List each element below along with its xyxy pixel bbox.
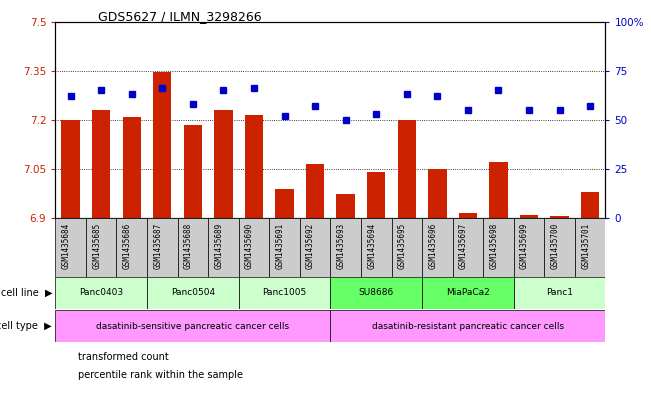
Text: GSM1435689: GSM1435689 xyxy=(214,223,223,269)
Text: dasatinib-resistant pancreatic cancer cells: dasatinib-resistant pancreatic cancer ce… xyxy=(372,322,564,331)
Bar xyxy=(330,218,361,277)
Text: GSM1435690: GSM1435690 xyxy=(245,223,254,269)
Text: GSM1435687: GSM1435687 xyxy=(153,223,162,269)
Text: GSM1435693: GSM1435693 xyxy=(337,223,346,269)
Text: GSM1435684: GSM1435684 xyxy=(62,223,70,269)
Bar xyxy=(55,277,147,309)
Bar xyxy=(122,117,141,218)
Text: GSM1435688: GSM1435688 xyxy=(184,223,193,269)
Text: GSM1435692: GSM1435692 xyxy=(306,223,315,269)
Text: GDS5627 / ILMN_3298266: GDS5627 / ILMN_3298266 xyxy=(98,10,261,23)
Bar xyxy=(575,218,605,277)
Bar xyxy=(178,218,208,277)
Bar xyxy=(117,218,147,277)
Text: cell line  ▶: cell line ▶ xyxy=(1,288,52,298)
Bar xyxy=(452,218,483,277)
Text: MiaPaCa2: MiaPaCa2 xyxy=(446,288,490,297)
Bar xyxy=(330,310,605,342)
Bar xyxy=(422,277,514,309)
Bar xyxy=(245,115,263,218)
Text: Panc0403: Panc0403 xyxy=(79,288,123,297)
Bar xyxy=(422,218,452,277)
Text: SU8686: SU8686 xyxy=(359,288,394,297)
Bar xyxy=(270,218,300,277)
Text: GSM1435685: GSM1435685 xyxy=(92,223,101,269)
Bar xyxy=(361,218,391,277)
Bar xyxy=(275,189,294,218)
Text: GSM1435695: GSM1435695 xyxy=(398,223,407,269)
Bar xyxy=(61,120,80,218)
Text: GSM1435697: GSM1435697 xyxy=(459,223,468,269)
Bar xyxy=(147,277,239,309)
Bar xyxy=(550,217,569,218)
Bar xyxy=(306,164,324,218)
Bar xyxy=(147,218,178,277)
Bar xyxy=(367,172,385,218)
Text: transformed count: transformed count xyxy=(78,352,169,362)
Text: percentile rank within the sample: percentile rank within the sample xyxy=(78,370,243,380)
Bar xyxy=(544,218,575,277)
Bar xyxy=(337,193,355,218)
Bar xyxy=(153,72,171,218)
Bar xyxy=(86,218,117,277)
Bar xyxy=(184,125,202,218)
Text: GSM1435701: GSM1435701 xyxy=(581,223,590,269)
Bar xyxy=(214,110,232,218)
Bar xyxy=(490,162,508,218)
Text: Panc0504: Panc0504 xyxy=(171,288,215,297)
Bar xyxy=(459,213,477,218)
Text: GSM1435699: GSM1435699 xyxy=(520,223,529,269)
Bar xyxy=(55,310,330,342)
Text: GSM1435696: GSM1435696 xyxy=(428,223,437,269)
Bar xyxy=(300,218,330,277)
Bar xyxy=(391,218,422,277)
Text: Panc1005: Panc1005 xyxy=(262,288,307,297)
Text: dasatinib-sensitive pancreatic cancer cells: dasatinib-sensitive pancreatic cancer ce… xyxy=(96,322,290,331)
Bar xyxy=(330,277,422,309)
Bar xyxy=(239,277,330,309)
Bar xyxy=(514,277,605,309)
Bar xyxy=(514,218,544,277)
Text: GSM1435698: GSM1435698 xyxy=(490,223,499,269)
Text: GSM1435694: GSM1435694 xyxy=(367,223,376,269)
Text: GSM1435700: GSM1435700 xyxy=(551,223,560,269)
Bar xyxy=(520,215,538,218)
Bar xyxy=(208,218,239,277)
Bar xyxy=(428,169,447,218)
Text: GSM1435686: GSM1435686 xyxy=(123,223,132,269)
Text: cell type  ▶: cell type ▶ xyxy=(0,321,52,331)
Bar xyxy=(581,192,600,218)
Text: Panc1: Panc1 xyxy=(546,288,573,297)
Bar xyxy=(239,218,270,277)
Bar xyxy=(398,120,416,218)
Bar xyxy=(92,110,110,218)
Text: GSM1435691: GSM1435691 xyxy=(275,223,284,269)
Bar xyxy=(55,218,86,277)
Bar xyxy=(483,218,514,277)
